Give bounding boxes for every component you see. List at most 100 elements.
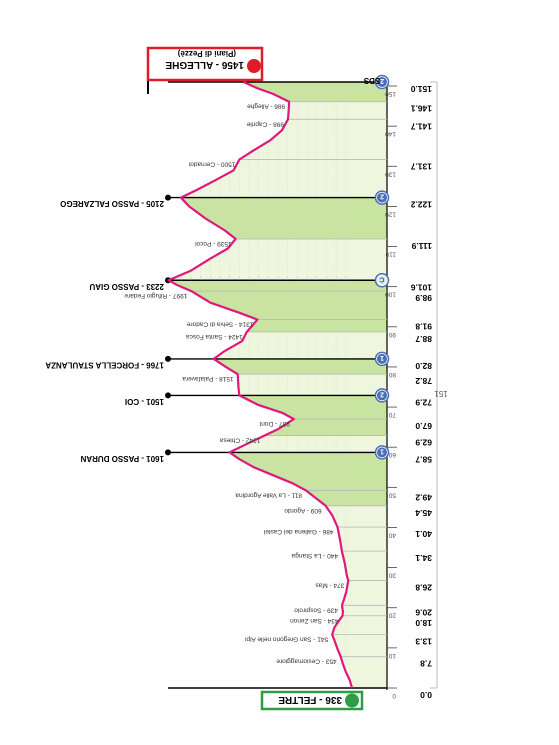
marker-label-24: 453 - Cesiomaggiore xyxy=(276,658,337,665)
marker-label-22: 434 - San Zenon xyxy=(290,617,339,624)
marker-km-5: 111.9 xyxy=(411,241,432,251)
tick-label-130: 130 xyxy=(385,170,396,177)
marker-label-6: 2233 - PASSO GIAU xyxy=(89,282,164,291)
marker-km-20: 26.8 xyxy=(415,582,432,592)
tick-label-120: 120 xyxy=(385,210,396,217)
marker-label-19: 440 - La Stanga xyxy=(291,552,338,559)
climb-badge-label-0: 2 xyxy=(380,77,384,84)
marker-km-21: 20.6 xyxy=(415,607,432,617)
marker-km-7: 98.9 xyxy=(415,293,432,303)
tick-label-40: 40 xyxy=(388,531,396,538)
climb-badge-label-4: 2 xyxy=(380,193,384,200)
tick-label-60: 60 xyxy=(388,451,396,458)
profile-fill xyxy=(168,82,387,688)
marker-km-18: 40.1 xyxy=(415,529,432,539)
summit-dot-10 xyxy=(165,355,171,362)
profile-area xyxy=(168,82,387,688)
marker-km-24: 7.8 xyxy=(420,659,432,669)
marker-km-9: 88.7 xyxy=(415,334,432,344)
marker-km-11: 78.2 xyxy=(415,376,432,386)
marker-label-17: 609 - Agordo xyxy=(284,507,322,514)
marker-label-3: 1500 - Cernadoi xyxy=(189,160,236,167)
marker-km-13: 67.0 xyxy=(415,421,432,431)
marker-km-25: 0.0 xyxy=(420,690,432,700)
marker-label-18: 486 - Gallena del Castel xyxy=(263,528,333,535)
labels-layer: 0 10 20 30 40 50 60 70 80 90 100 110 120 130 140 150 151… xyxy=(45,46,448,711)
marker-km-14: 62.9 xyxy=(415,438,432,448)
route-line xyxy=(167,80,354,689)
marker-label-1: 986 - Alleghe xyxy=(247,103,285,110)
marker-label-13: 937 - Dont xyxy=(259,420,290,427)
climb-badge-label-12: 2 xyxy=(380,390,384,397)
marker-label-21: 439 - Sospirolo xyxy=(294,606,338,613)
marker-km-8: 91.8 xyxy=(415,322,432,332)
tick-label-140: 140 xyxy=(385,130,396,137)
marker-km-1: 146.1 xyxy=(410,104,432,114)
tick-label-10: 10 xyxy=(388,652,396,659)
marker-label-2: 998 - Caprile xyxy=(246,120,284,127)
climb-badge-core-10 xyxy=(377,353,387,364)
finish-note: (Piani di Pezzè) xyxy=(177,49,236,58)
finish-box: 1456 - ALLEGHE(Piani di Pezzè) xyxy=(146,46,264,82)
summit-dot-15 xyxy=(165,449,171,456)
tick-label-30: 30 xyxy=(388,572,396,579)
tick-label-0: 0 xyxy=(392,692,396,699)
climb-badge-core-4 xyxy=(377,192,387,203)
marker-km-19: 34.1 xyxy=(415,553,432,563)
marker-label-20: 374 - Mas xyxy=(315,581,345,588)
summit-dot-12 xyxy=(165,392,171,399)
climb-badge-label-10: 1 xyxy=(380,354,384,361)
marker-label-11: 1518 - Palafavera xyxy=(182,375,234,382)
tick-label-150: 150 xyxy=(385,90,396,97)
marker-label-16: 811 - La Valle Agordina xyxy=(235,492,302,499)
marker-km-15: 58.7 xyxy=(415,454,432,464)
climb-badge-core-12 xyxy=(377,390,387,401)
climb-badge-core-0 xyxy=(377,77,387,87)
climb-badge-core-15 xyxy=(377,447,387,458)
marker-label-15: 1601 - PASSO DURAN xyxy=(80,454,164,463)
finish-icon xyxy=(247,59,261,73)
climb-badge-label-6: C xyxy=(379,275,384,282)
marker-km-12: 72.9 xyxy=(415,397,432,407)
marker-km-16: 49.2 xyxy=(415,493,432,503)
start-icon xyxy=(345,693,359,708)
distance-total-label: 151 xyxy=(434,389,448,398)
tick-label-50: 50 xyxy=(388,491,396,498)
marker-km-23: 13.3 xyxy=(415,637,432,647)
tick-label-90: 90 xyxy=(388,331,396,338)
start-box-frame xyxy=(260,690,364,711)
marker-km-4: 122.2 xyxy=(410,200,432,210)
summit-dot-4 xyxy=(165,194,171,201)
marker-km-10: 82.0 xyxy=(415,361,432,371)
finish-label: 1456 - ALLEGHE xyxy=(165,59,244,70)
marker-km-3: 131.7 xyxy=(410,161,432,171)
marker-label-23: 541 - San Gregorio nelle Alpi xyxy=(245,636,328,643)
marker-label-5: 1539 - Pocol xyxy=(195,240,232,247)
tick-label-110: 110 xyxy=(385,251,396,258)
marker-km-0: 151.0 xyxy=(410,84,432,94)
finish-box-frame xyxy=(146,46,264,82)
marker-label-14: 1242 - Chiesa xyxy=(219,437,260,444)
tick-label-100: 100 xyxy=(385,291,396,298)
start-box: 336 - FELTRE xyxy=(260,690,364,711)
route-layer xyxy=(165,80,354,689)
tick-label-70: 70 xyxy=(388,411,396,418)
climb-badge-label-15: 1 xyxy=(380,447,384,454)
marker-label-12: 1501 - COI xyxy=(125,397,164,406)
start-label: 336 - FELTRE xyxy=(278,694,342,705)
marker-km-17: 45.4 xyxy=(415,508,432,518)
tick-label-20: 20 xyxy=(388,612,396,619)
tick-label-80: 80 xyxy=(388,371,396,378)
sprint-label: SDS xyxy=(363,76,380,85)
marker-label-4: 2105 - PASSO FALZAREGO xyxy=(60,199,164,208)
marker-label-8: 1314 - Selva di Cadore xyxy=(187,321,254,328)
marker-km-2: 141.7 xyxy=(410,121,432,131)
marker-label-10: 1766 - FORCELLA STAULANZA xyxy=(45,360,164,369)
climb-badge-core-6 xyxy=(377,275,387,286)
marker-label-7: 1997 - Rifugio Fedare xyxy=(124,292,187,299)
marker-label-9: 1424 - Santa Fosca xyxy=(186,333,243,340)
marker-km-22: 18.0 xyxy=(415,618,432,628)
marker-km-6: 101.6 xyxy=(410,282,432,292)
